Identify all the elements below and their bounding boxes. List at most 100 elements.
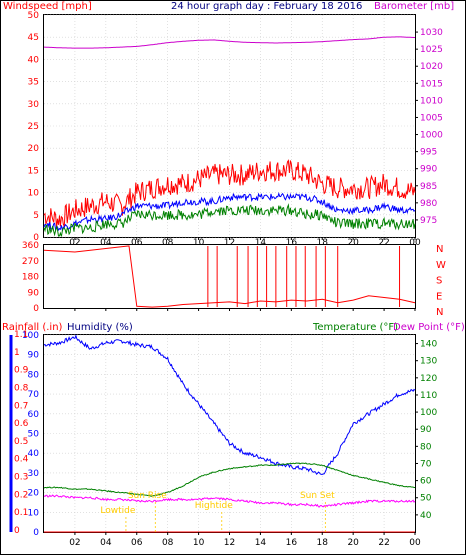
rain-tick-label: 0.9 xyxy=(14,366,29,376)
windspeed-label: Windspeed [mph] xyxy=(3,1,92,12)
y-tick-label: 35 xyxy=(28,78,39,88)
temperature-label: Temperature (°F) xyxy=(312,322,398,333)
x-tick-label: 16 xyxy=(286,238,298,248)
x-tick-label: 12 xyxy=(224,538,235,548)
y2-tick-label: 1005 xyxy=(420,113,443,123)
y-tick-label: 5 xyxy=(33,211,39,221)
y2-tick-label: 40 xyxy=(420,511,432,521)
x-tick-label: 10 xyxy=(193,238,205,248)
rain-tick-label: 0.3 xyxy=(14,473,28,483)
x-tick-label: 06 xyxy=(131,238,143,248)
direction-tick-label: 0 xyxy=(33,304,39,314)
x-tick-label: 04 xyxy=(100,238,112,248)
rainfall-label: Rainfall (.in) xyxy=(2,322,63,333)
y2-tick-label: 130 xyxy=(420,357,437,367)
series-line-speed xyxy=(43,203,416,237)
x-tick-label: 20 xyxy=(347,238,359,248)
compass-label: N xyxy=(436,244,443,255)
y2-tick-label: 985 xyxy=(420,182,437,192)
rain-tick-label: 0.4 xyxy=(14,455,29,465)
series-line-average xyxy=(43,191,416,232)
y2-tick-label: 975 xyxy=(420,216,437,226)
y2-tick-label: 110 xyxy=(420,391,437,401)
direction-tick-label: 90 xyxy=(28,288,40,298)
y2-tick-label: 100 xyxy=(420,408,437,418)
x-tick-label: 14 xyxy=(255,238,267,248)
direction-tick-label: 180 xyxy=(22,273,39,283)
direction-tick-label: 270 xyxy=(22,257,39,267)
y-tick-label: 70 xyxy=(28,390,40,400)
x-tick-label: 18 xyxy=(317,238,329,248)
y2-tick-label: 70 xyxy=(420,459,432,469)
x-tick-label: 20 xyxy=(347,538,359,548)
series-line-direction xyxy=(43,245,416,308)
annotation-label: Lowtide xyxy=(100,506,135,516)
direction-tick-label: 360 xyxy=(22,241,39,251)
compass-label: S xyxy=(436,276,442,287)
annotation-label: Sun Set xyxy=(300,491,335,501)
y-tick-label: 25 xyxy=(28,122,39,132)
x-tick-label: 22 xyxy=(378,238,389,248)
y-tick-label: 0 xyxy=(33,233,39,243)
y2-tick-label: 90 xyxy=(420,425,432,435)
series-line-barometer xyxy=(44,36,415,49)
compass-label: W xyxy=(436,260,446,271)
y2-tick-label: 120 xyxy=(420,374,437,384)
y2-tick-label: 50 xyxy=(420,494,432,504)
rain-tick-label: 1 xyxy=(14,348,20,358)
y2-tick-label: 140 xyxy=(420,340,437,350)
barometer-label: Barometer [mb] xyxy=(374,1,454,12)
y2-tick-label: 1010 xyxy=(420,96,443,106)
dewpoint-label: Dew Point (°F) xyxy=(393,322,465,333)
y-tick-label: 40 xyxy=(28,55,40,65)
x-tick-label: 00 xyxy=(409,538,421,548)
y2-tick-label: 995 xyxy=(420,148,437,158)
x-tick-label: 22 xyxy=(378,538,389,548)
y-tick-label: 100 xyxy=(22,331,39,341)
series-line-humidity xyxy=(43,334,416,475)
rain-tick-label: 1.1 xyxy=(14,330,28,340)
x-tick-label: 10 xyxy=(193,538,205,548)
y2-tick-label: 80 xyxy=(420,442,432,452)
annotation-label: Sun Rise xyxy=(128,491,167,501)
y-tick-label: 50 xyxy=(28,11,40,21)
y-tick-label: 20 xyxy=(28,144,40,154)
rain-tick-label: 0.8 xyxy=(14,383,29,393)
x-tick-label: 08 xyxy=(162,238,174,248)
series-line-dewpoint xyxy=(43,494,416,508)
y2-tick-label: 1020 xyxy=(420,62,443,72)
x-tick-label: 00 xyxy=(409,238,421,248)
y-tick-label: 0 xyxy=(33,528,39,538)
y2-tick-label: 1025 xyxy=(420,45,443,55)
y-tick-label: 50 xyxy=(28,430,40,440)
x-tick-label: 06 xyxy=(131,538,143,548)
y2-tick-label: 1030 xyxy=(420,28,443,38)
x-tick-label: 04 xyxy=(100,538,112,548)
x-tick-label: 16 xyxy=(286,538,298,548)
y2-tick-label: 60 xyxy=(420,477,432,487)
series-line-gust xyxy=(43,159,416,228)
y-tick-label: 10 xyxy=(28,189,40,199)
x-tick-label: 14 xyxy=(255,538,267,548)
y-tick-label: 15 xyxy=(28,166,39,176)
rain-tick-label: 0.7 xyxy=(14,401,28,411)
y-tick-label: 20 xyxy=(28,489,40,499)
x-tick-label: 08 xyxy=(162,538,174,548)
humidity-label: Humidity (%) xyxy=(67,322,133,333)
x-tick-label: 02 xyxy=(69,538,80,548)
rain-tick-label: 0.6 xyxy=(14,419,29,429)
y-tick-label: 80 xyxy=(28,370,40,380)
y-tick-label: 30 xyxy=(28,100,40,110)
annotation-label: Hightide xyxy=(195,501,233,511)
x-tick-label: 12 xyxy=(224,238,235,248)
compass-label: E xyxy=(436,291,442,302)
series-line-temperature xyxy=(43,462,415,497)
y-tick-label: 40 xyxy=(28,449,40,459)
rain-tick-label: 0.5 xyxy=(14,437,28,447)
rain-tick-label: 0 xyxy=(14,526,20,536)
y2-tick-label: 1015 xyxy=(420,79,443,89)
x-tick-label: 02 xyxy=(69,238,80,248)
rain-tick-label: 0.2 xyxy=(14,490,28,500)
